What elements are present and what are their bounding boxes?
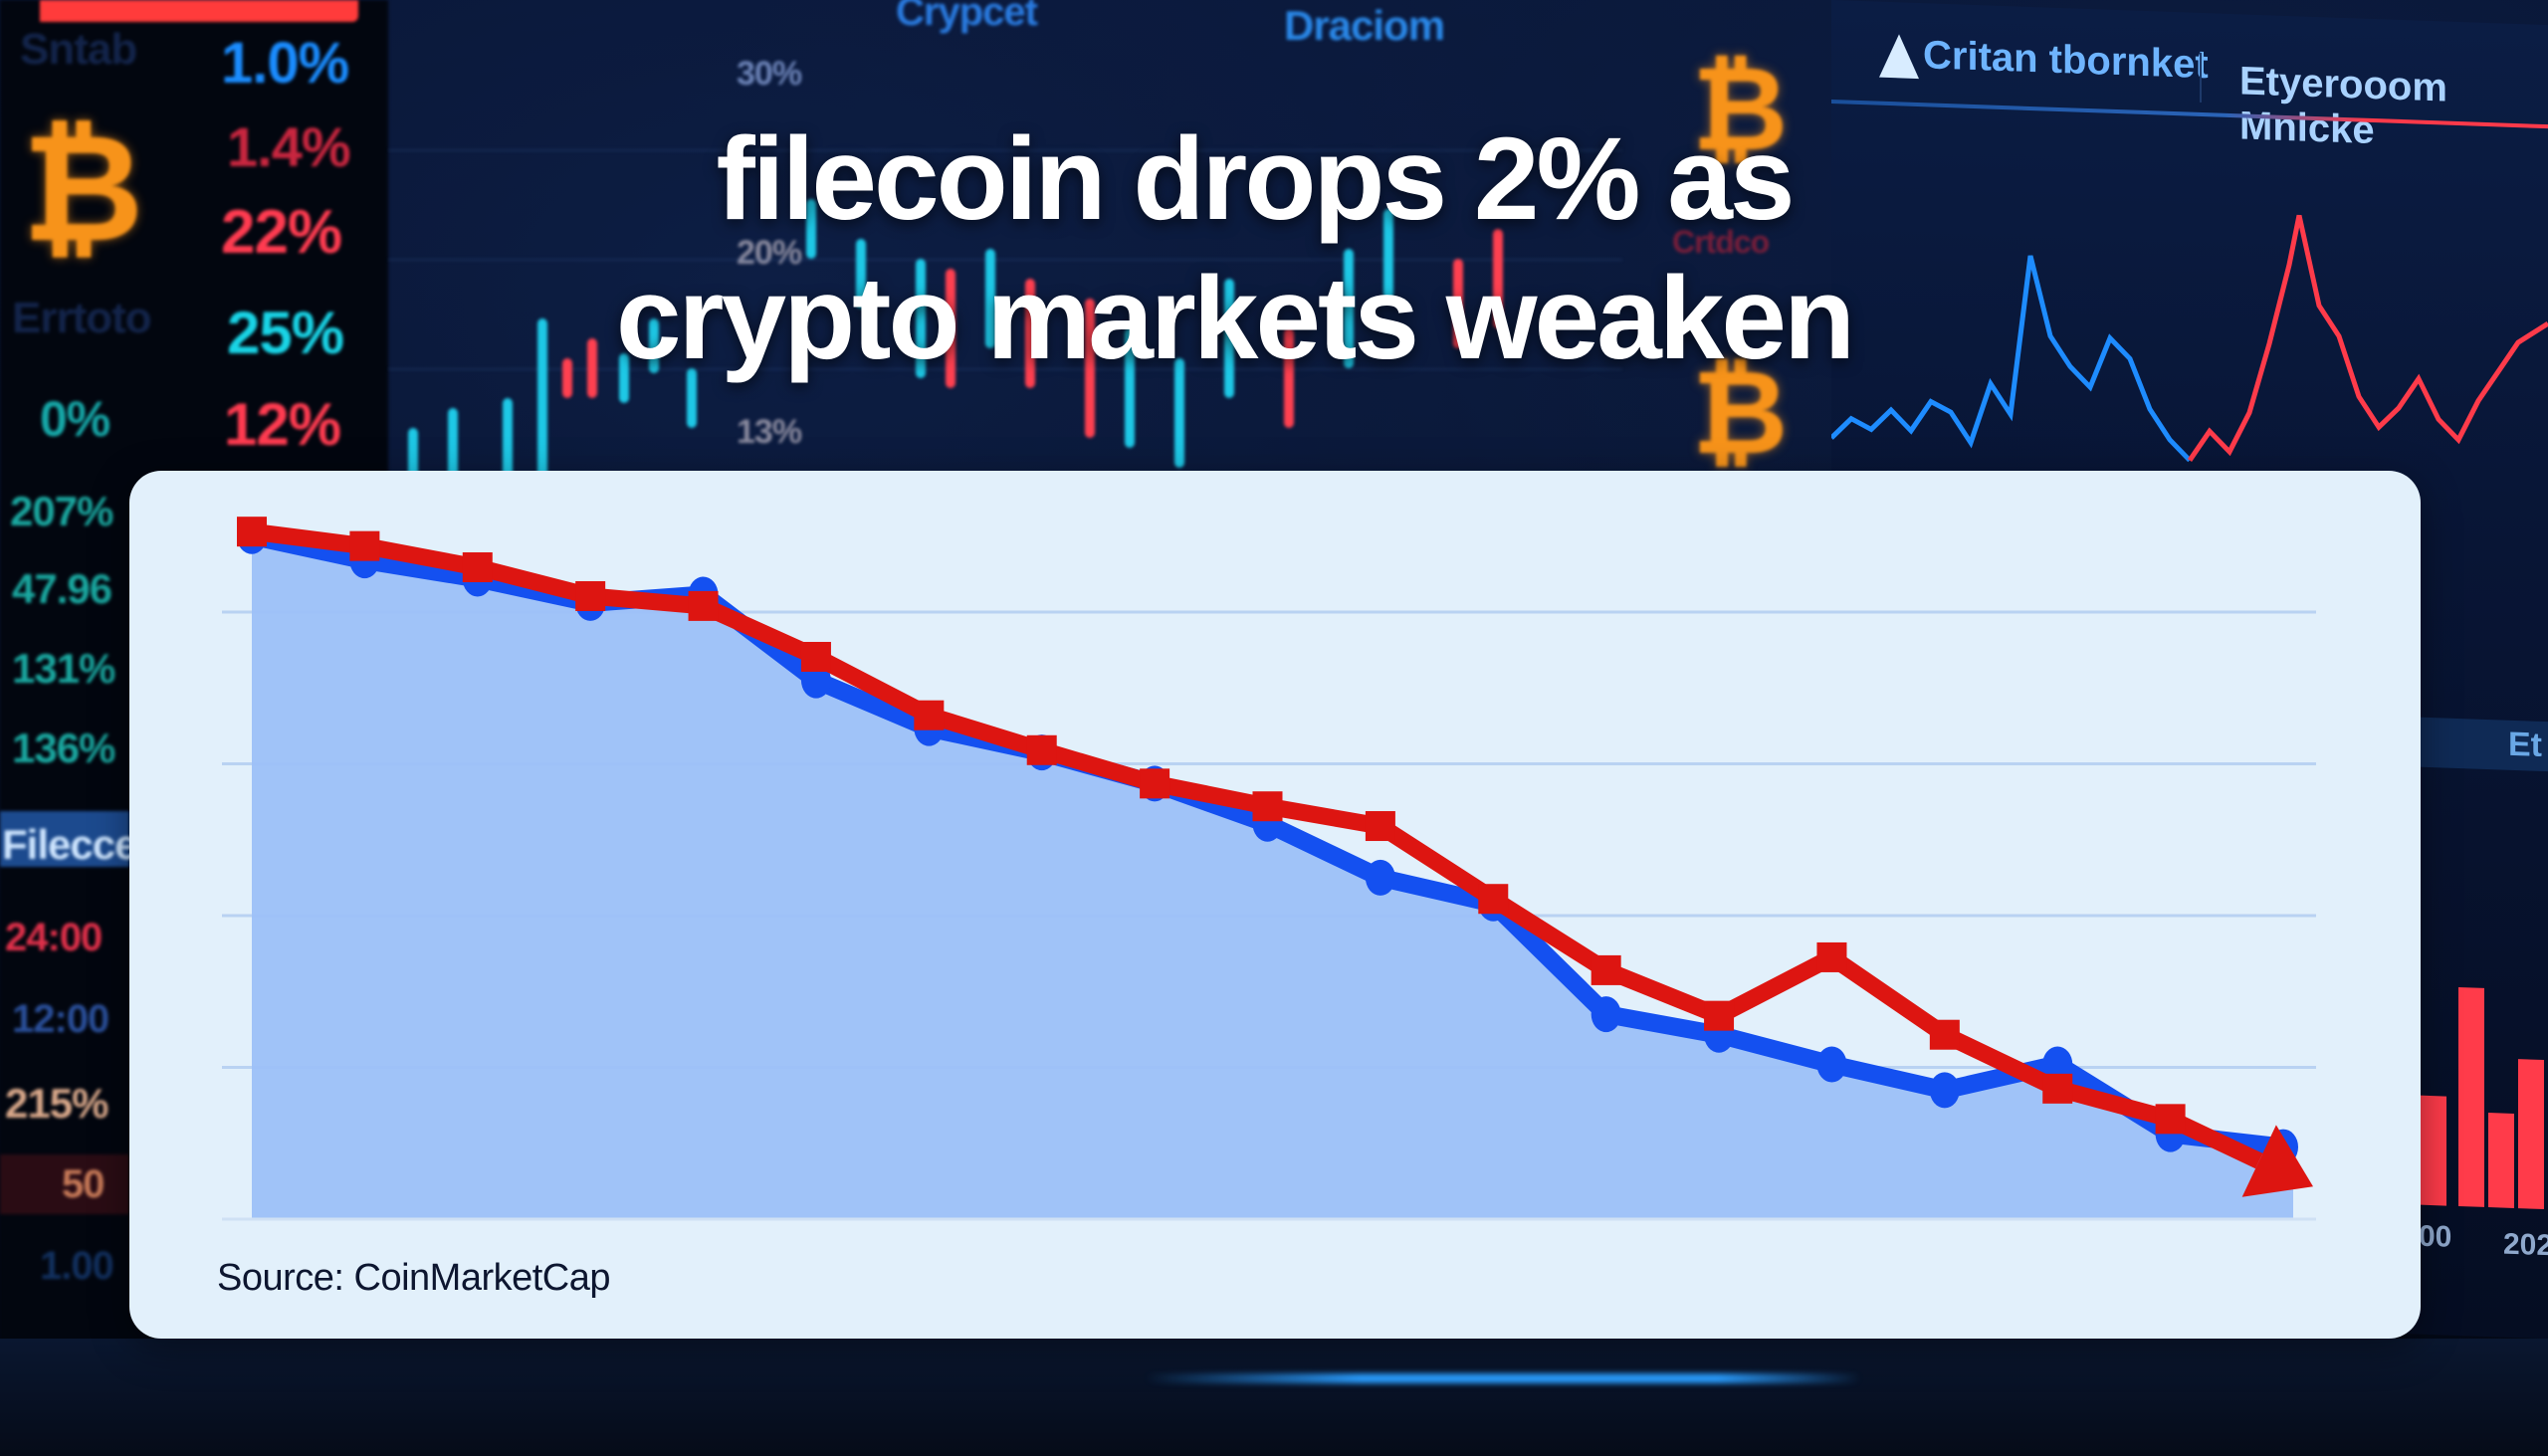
bg-axis-label: 13% <box>737 413 802 451</box>
right-market-panel: Critan tbornket Etyerooom Mnicke Et 00 2… <box>1831 0 2548 1340</box>
right-tab: Critan tbornket <box>1923 33 2209 88</box>
tab-divider <box>2200 52 2202 103</box>
red-marker <box>1026 734 1057 765</box>
red-marker <box>1140 768 1170 799</box>
ticker-value: 0% <box>40 391 110 447</box>
area-fill <box>252 535 2293 1219</box>
ticker-value: 22% <box>221 198 342 267</box>
ticker-label: Errtoto <box>12 294 152 342</box>
bg-label: Crypcet <box>896 0 1038 34</box>
red-marker <box>1816 941 1847 972</box>
headline-line-1: filecoin drops 2% as <box>716 113 1796 245</box>
bg-label: Draciom <box>1284 2 1445 49</box>
ticker-highlight-label: Filecce <box>2 821 137 868</box>
ticker-value: 1.4% <box>227 115 351 178</box>
ticker-value: 25% <box>227 300 344 366</box>
ticker-value: 215% <box>5 1080 108 1127</box>
right-candles <box>1831 214 2548 463</box>
ticker-value: 207% <box>10 488 113 534</box>
red-marker <box>1365 811 1395 842</box>
right-side-label: Et <box>2508 725 2542 764</box>
blue-marker <box>2042 1046 2073 1083</box>
red-marker <box>2042 1073 2073 1104</box>
red-marker <box>462 552 493 583</box>
red-marker <box>914 700 945 730</box>
blue-marker <box>1929 1072 1960 1109</box>
ticker-value: 24:00 <box>5 916 103 959</box>
ticker-value: 12% <box>224 391 341 458</box>
ticker-value: 50 <box>62 1162 105 1206</box>
blue-marker <box>1816 1046 1847 1083</box>
chart-card: Source: CoinMarketCap <box>129 471 2421 1339</box>
bitcoin-icon: ₿ <box>1692 40 1789 177</box>
ticker-value: 1.0% <box>221 31 349 96</box>
red-marker <box>349 530 380 561</box>
ticker-value: 136% <box>12 725 115 771</box>
blue-marker <box>1365 859 1395 896</box>
ticker-value: 47.96 <box>12 565 112 612</box>
ticker-label: Sntab <box>20 25 137 74</box>
line-chart <box>222 517 2316 1221</box>
ticker-value: 131% <box>12 645 115 692</box>
bg-axis-label: 30% <box>737 55 802 93</box>
red-marker <box>1704 1000 1735 1031</box>
dark-red-row <box>0 1154 129 1214</box>
red-marker <box>688 590 719 621</box>
red-marker <box>1252 791 1283 822</box>
bitcoin-icon: ₿ <box>1692 343 1789 481</box>
red-marker <box>575 580 606 611</box>
right-axis-label: 202 <box>2503 1227 2548 1263</box>
bg-label: Crtdco <box>1672 224 1770 260</box>
red-marker <box>1929 1019 1960 1050</box>
bg-axis-label: 20% <box>737 234 802 272</box>
glow-line <box>1145 1373 1861 1383</box>
bitcoin-icon: ₿ <box>22 103 144 276</box>
right-axis-label: 00 <box>2419 1219 2452 1254</box>
blue-marker <box>1591 996 1621 1033</box>
down-arrow-icon <box>2241 1125 2313 1197</box>
highlighted-ticker-row <box>0 811 129 867</box>
red-marker <box>237 517 267 547</box>
red-marker <box>800 641 831 672</box>
red-header-bar <box>40 0 358 22</box>
background-candlestick-chart: Crypcet Draciom 30% 20% 13% Crtdco <box>388 0 1770 478</box>
logo-triangle-icon <box>1879 33 1919 80</box>
red-marker <box>1478 884 1509 915</box>
red-marker <box>1591 954 1621 985</box>
headline: filecoin drops 2% as crypto markets weak… <box>0 109 2548 388</box>
red-marker <box>2155 1104 2186 1135</box>
source-caption: Source: CoinMarketCap <box>217 1257 611 1299</box>
ticker-value: 12:00 <box>12 997 109 1041</box>
bottom-strip <box>0 1339 2548 1456</box>
ticker-value: 1.00 <box>40 1244 114 1288</box>
headline-line-2: crypto markets weaken <box>615 253 1855 384</box>
